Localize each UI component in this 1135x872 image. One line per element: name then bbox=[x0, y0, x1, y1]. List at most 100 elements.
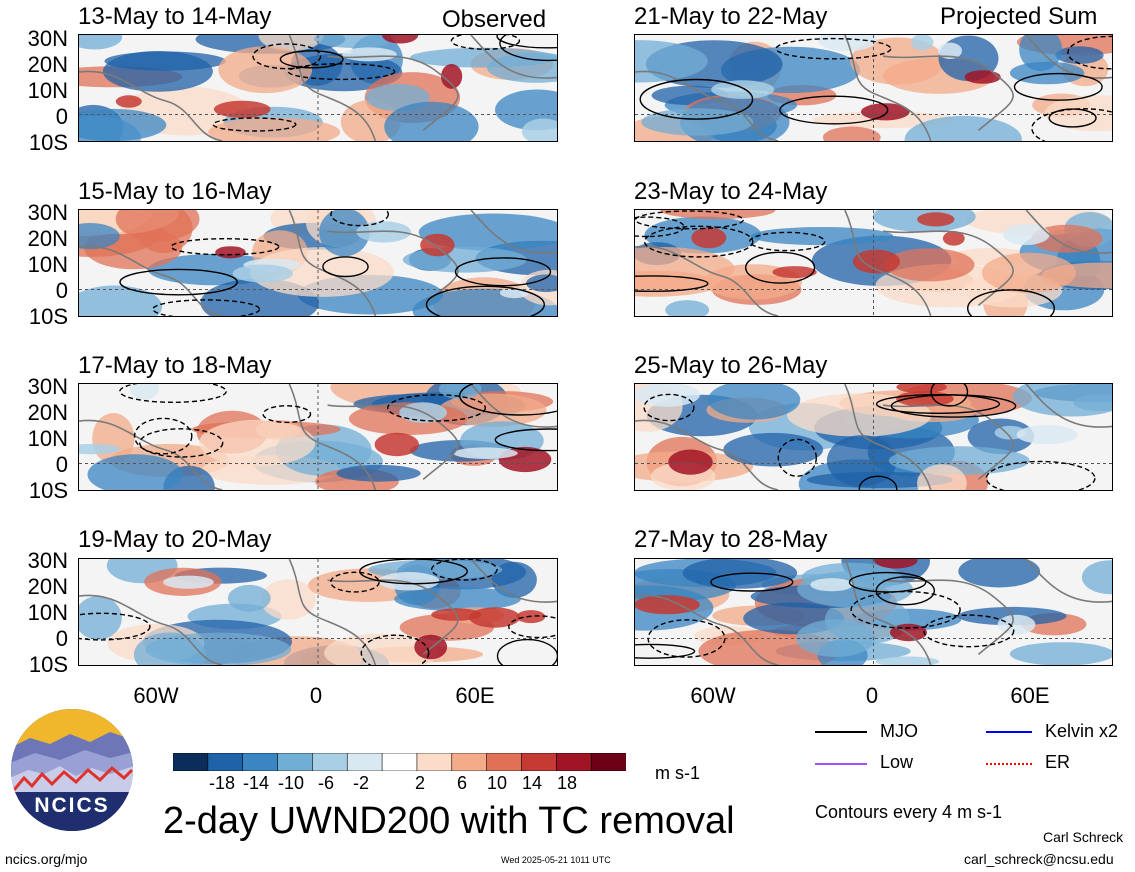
anomaly-shading bbox=[79, 108, 167, 141]
legend-line-er bbox=[986, 763, 1032, 765]
coastline bbox=[79, 70, 223, 141]
anomaly-core bbox=[942, 231, 965, 246]
anomaly-shading bbox=[79, 596, 122, 640]
coastline bbox=[882, 230, 1014, 307]
anomaly-shading bbox=[384, 101, 479, 141]
lat-label: 0 bbox=[55, 104, 68, 129]
mjo-contour bbox=[775, 37, 892, 60]
coastline bbox=[327, 579, 459, 656]
mjo-contour bbox=[635, 275, 709, 292]
colorbar-label: 10 bbox=[486, 773, 508, 793]
mjo-contour bbox=[779, 95, 889, 125]
anomaly-shading bbox=[1055, 46, 1104, 64]
anomaly-core bbox=[215, 246, 246, 259]
map-graphic bbox=[635, 384, 1112, 490]
anomaly-shading bbox=[409, 47, 557, 68]
mjo-contour bbox=[643, 393, 695, 422]
coastline bbox=[288, 559, 377, 665]
anomaly-core bbox=[79, 443, 120, 455]
anomaly-core bbox=[453, 447, 518, 459]
anomaly-core bbox=[129, 384, 160, 400]
anomaly-shading bbox=[1009, 61, 1085, 85]
mjo-contour bbox=[639, 78, 754, 120]
logo-text: NCICS bbox=[34, 794, 110, 817]
coastline bbox=[844, 384, 932, 490]
lat-label: 10S bbox=[28, 130, 68, 155]
anomaly-shading bbox=[79, 223, 120, 250]
mjo-contour bbox=[635, 643, 696, 659]
anomaly-shading bbox=[104, 51, 226, 71]
mjo-contour bbox=[1067, 35, 1112, 70]
coastline bbox=[79, 419, 223, 490]
colorbar-swatch bbox=[556, 753, 592, 771]
mjo-contour bbox=[635, 216, 685, 238]
panel-title-right-1: 21-May to 22-May bbox=[634, 3, 828, 30]
colorbar-swatch bbox=[381, 753, 418, 771]
anomaly-shading bbox=[884, 248, 975, 282]
lat-label: 10S bbox=[28, 478, 68, 503]
coastline bbox=[844, 210, 932, 316]
anomaly-shading bbox=[284, 53, 403, 92]
footer-timestamp: Wed 2025-05-21 1011 UTC bbox=[501, 855, 611, 865]
mjo-contour bbox=[777, 438, 818, 477]
anomaly-core bbox=[772, 266, 817, 279]
mjo-contour bbox=[425, 285, 545, 316]
contour-note: Contours every 4 m s-1 bbox=[815, 802, 1003, 822]
anomaly-core bbox=[163, 575, 214, 589]
mjo-contour bbox=[79, 612, 151, 641]
mjo-contour bbox=[499, 35, 557, 62]
coastline bbox=[882, 404, 1014, 481]
anomaly-core bbox=[115, 95, 142, 108]
footer-url: ncics.org/mjo bbox=[5, 851, 88, 867]
colorbar-label: 18 bbox=[556, 773, 578, 793]
mjo-contour bbox=[508, 615, 557, 639]
anomaly-core bbox=[213, 100, 271, 118]
mjo-contour bbox=[710, 572, 794, 592]
lat-label: 10N bbox=[27, 426, 68, 451]
lat-label: 20N bbox=[27, 400, 68, 425]
mjo-contour bbox=[279, 50, 344, 69]
coastline bbox=[1025, 384, 1112, 428]
lat-label: 20N bbox=[27, 226, 68, 251]
lon-label: 60E bbox=[455, 683, 495, 708]
mjo-contour bbox=[133, 417, 193, 455]
coastline bbox=[882, 579, 1014, 656]
lat-label: 10N bbox=[27, 252, 68, 277]
coastline bbox=[327, 230, 459, 307]
colorbar-swatch bbox=[207, 753, 244, 771]
anomaly-shading bbox=[79, 35, 123, 50]
anomaly-shading bbox=[787, 393, 932, 437]
mjo-contour bbox=[748, 231, 826, 252]
anomaly-shading bbox=[227, 584, 271, 612]
anomaly-shading bbox=[324, 633, 439, 665]
anomaly-core bbox=[691, 227, 727, 249]
map-graphic bbox=[635, 210, 1112, 316]
map-panel-left-1 bbox=[78, 34, 558, 142]
mjo-contour bbox=[967, 289, 1055, 316]
lat-label: 0 bbox=[55, 626, 68, 651]
lon-label: 60W bbox=[690, 683, 736, 708]
anomaly-shading bbox=[402, 246, 527, 273]
mjo-contour bbox=[454, 257, 552, 287]
anomaly-shading bbox=[707, 384, 801, 420]
footer-email: carl_schreck@ncsu.edu bbox=[964, 851, 1114, 867]
colorbar bbox=[173, 753, 626, 771]
map-panel-left-4 bbox=[78, 558, 558, 666]
projected-sum-label: Projected Sum bbox=[940, 3, 1098, 30]
mjo-contour bbox=[212, 117, 297, 132]
lat-label: 30N bbox=[27, 200, 68, 225]
anomaly-shading bbox=[904, 115, 1022, 141]
observed-label: Observed bbox=[442, 6, 547, 33]
colorbar-label: -10 bbox=[277, 773, 304, 793]
mjo-contour bbox=[360, 634, 430, 665]
anomaly-shading bbox=[635, 270, 719, 297]
panel-title-left-1: 13-May to 14-May bbox=[78, 3, 272, 30]
anomaly-core bbox=[938, 42, 962, 59]
anomaly-shading bbox=[1044, 95, 1112, 132]
anomaly-shading bbox=[806, 471, 953, 488]
mjo-contour bbox=[431, 559, 498, 581]
coastline bbox=[635, 70, 779, 141]
anomaly-core bbox=[896, 384, 947, 394]
anomaly-shading bbox=[314, 35, 393, 48]
mjo-contour bbox=[330, 210, 389, 227]
